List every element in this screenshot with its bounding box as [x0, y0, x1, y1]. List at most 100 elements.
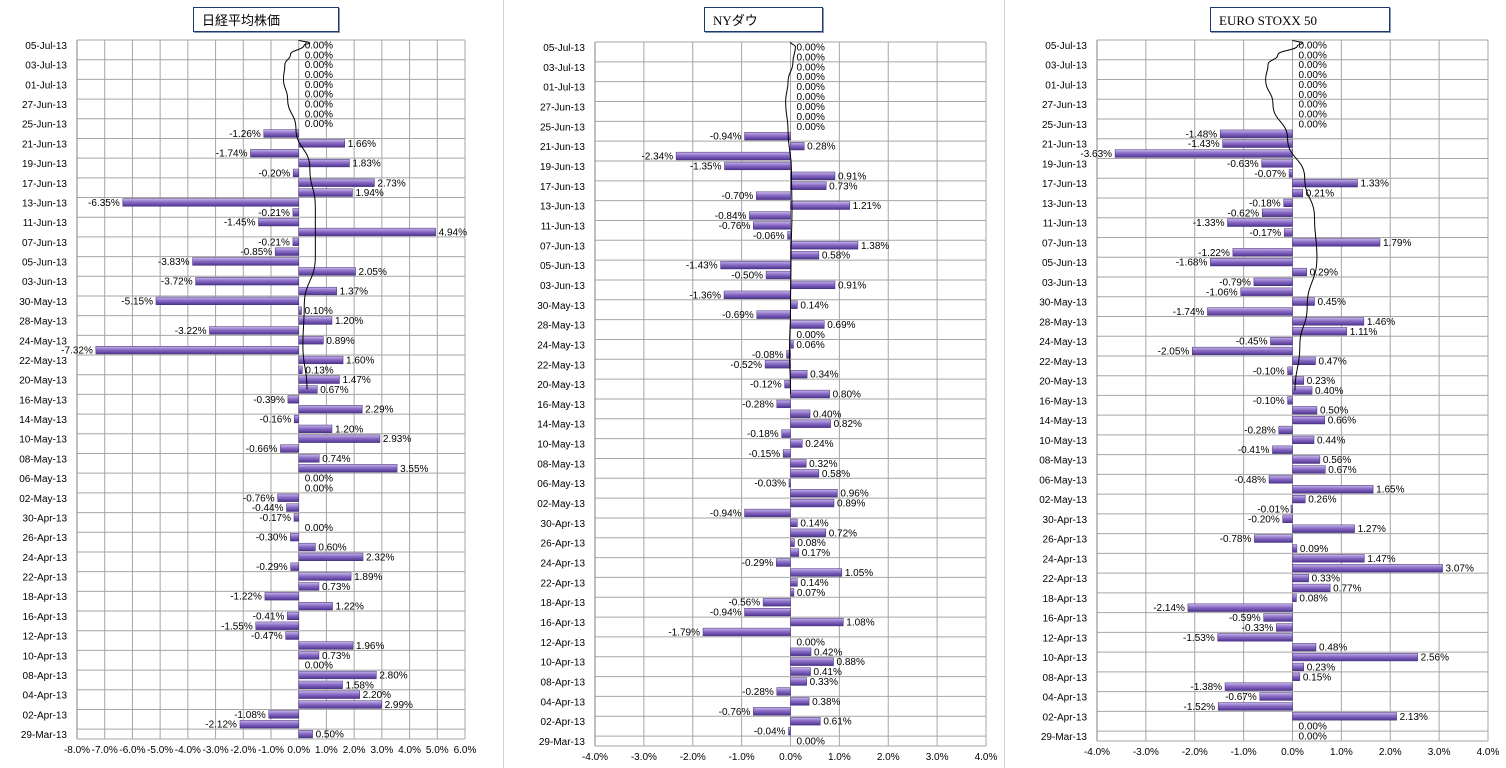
value-label: 0.00% — [797, 122, 825, 133]
value-label: 0.00% — [305, 40, 333, 51]
x-tick-label: 2.0% — [877, 752, 900, 763]
x-tick-label: 2.0% — [1379, 747, 1402, 758]
date-label: 03-Jul-13 — [543, 63, 585, 74]
bar — [298, 158, 350, 168]
date-label: 22-Apr-13 — [1043, 574, 1088, 585]
date-label: 21-Jun-13 — [1042, 140, 1087, 151]
value-label: 1.60% — [346, 355, 374, 366]
bar — [1292, 455, 1321, 464]
date-label: 02-Apr-13 — [1043, 712, 1088, 723]
value-label: 0.00% — [797, 737, 825, 748]
x-tick-label: 2.0% — [343, 745, 366, 756]
value-label: 0.50% — [1320, 406, 1348, 417]
value-label: 0.00% — [305, 99, 333, 110]
value-label: 2.29% — [365, 405, 393, 416]
value-label: -1.43% — [686, 261, 718, 272]
value-label: -1.33% — [1193, 218, 1225, 229]
value-label: -0.39% — [253, 395, 285, 406]
date-label: 25-Jun-13 — [1042, 120, 1087, 131]
bar — [1276, 623, 1293, 632]
value-label: -3.83% — [158, 257, 190, 268]
value-label: -1.48% — [1185, 129, 1217, 140]
x-tick-label: 3.0% — [926, 752, 949, 763]
date-label: 03-Jul-13 — [1045, 61, 1087, 72]
date-label: 22-Apr-13 — [541, 578, 586, 589]
value-label: -0.06% — [753, 231, 785, 242]
date-label: 10-May-13 — [537, 440, 585, 451]
value-label: -0.50% — [731, 271, 763, 282]
chart-panel-nikkei: -8.0% -7.0% -6.0% -5.0% -4.0% -3.0% -2.0% -1.0%… — [0, 0, 503, 768]
bar — [790, 201, 850, 210]
date-label: 10-Apr-13 — [23, 651, 68, 662]
x-tick-label: -2.0% — [230, 745, 256, 756]
bar — [1292, 356, 1316, 365]
value-label: -0.20% — [1248, 514, 1280, 525]
date-label: 30-May-13 — [19, 297, 67, 308]
value-label: 0.24% — [805, 439, 833, 450]
value-label: 0.00% — [305, 80, 333, 91]
value-label: 1.89% — [354, 572, 382, 583]
bar — [298, 316, 333, 325]
value-label: 3.07% — [1446, 564, 1474, 575]
bar — [1292, 297, 1315, 306]
x-tick-label: 1.0% — [828, 752, 851, 763]
bar — [1192, 346, 1293, 356]
bar — [1270, 337, 1293, 346]
date-label: 28-May-13 — [537, 321, 585, 332]
bar — [1207, 307, 1293, 316]
value-label: 0.00% — [1299, 722, 1327, 733]
value-label: -0.69% — [722, 310, 754, 321]
value-label: 1.96% — [356, 641, 384, 652]
value-label: 0.44% — [1317, 435, 1345, 446]
date-label: 01-Jul-13 — [543, 83, 585, 94]
bar — [790, 548, 800, 557]
x-tick-label: -4.0% — [175, 745, 201, 756]
bar — [1290, 504, 1293, 514]
value-label: 0.00% — [305, 109, 333, 120]
value-label: -0.94% — [710, 608, 742, 619]
bar — [790, 280, 836, 290]
bar — [1292, 544, 1298, 553]
bar — [784, 379, 791, 389]
date-label: 11-Jun-13 — [23, 218, 68, 229]
panel-divider — [1004, 0, 1005, 768]
value-label: 3.55% — [400, 464, 428, 475]
date-label: 17-Jun-13 — [540, 182, 585, 193]
date-label: 30-Apr-13 — [541, 519, 586, 530]
value-label: -1.36% — [689, 290, 721, 301]
date-label: 18-Apr-13 — [541, 598, 586, 609]
date-label: 16-May-13 — [1039, 396, 1087, 407]
value-label: 0.58% — [822, 469, 850, 480]
value-label: -0.18% — [747, 429, 779, 440]
date-label: 02-May-13 — [537, 499, 585, 510]
value-label: 0.09% — [1300, 544, 1328, 555]
value-label: 0.42% — [814, 647, 842, 658]
value-label: 0.00% — [1299, 60, 1327, 71]
value-label: 1.46% — [1367, 317, 1395, 328]
x-tick-label: 0.0% — [1281, 747, 1304, 758]
value-label: 0.00% — [797, 112, 825, 123]
date-label: 24-Apr-13 — [541, 559, 586, 570]
date-label: 14-May-13 — [1039, 416, 1087, 427]
value-label: 0.80% — [833, 390, 861, 401]
date-label: 05-Jul-13 — [543, 43, 585, 54]
bar — [298, 336, 324, 345]
bar — [1292, 386, 1313, 395]
value-label: -0.10% — [1253, 396, 1285, 407]
bar — [298, 139, 345, 148]
bar — [1261, 208, 1293, 217]
bar — [298, 680, 343, 689]
date-label: 04-Apr-13 — [541, 697, 586, 708]
bar — [285, 631, 299, 640]
value-label: 0.21% — [1306, 189, 1334, 200]
date-label: 30-May-13 — [537, 301, 585, 312]
x-tick-label: 1.0% — [1330, 747, 1353, 758]
value-label: -1.08% — [234, 710, 266, 721]
bar — [298, 729, 313, 739]
date-label: 27-Jun-13 — [540, 102, 585, 113]
bar — [764, 360, 791, 369]
bar — [1261, 159, 1293, 168]
value-label: -0.15% — [748, 449, 780, 460]
bar — [298, 582, 320, 591]
bar — [1282, 514, 1293, 523]
